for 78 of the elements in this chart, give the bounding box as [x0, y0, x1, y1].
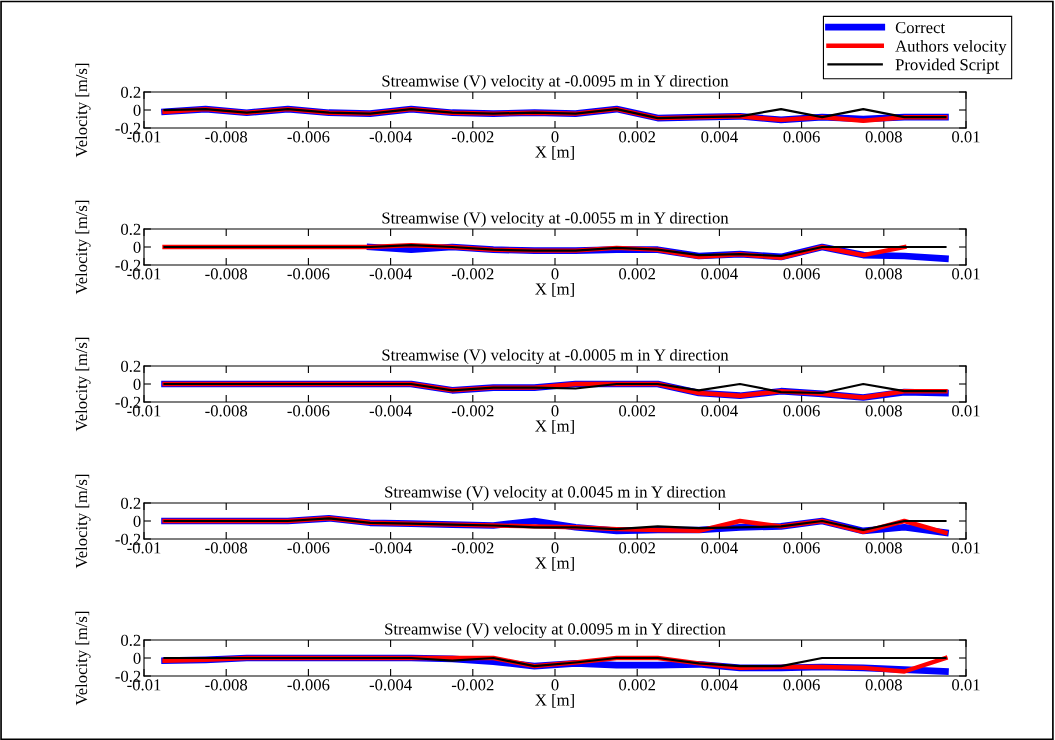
x-axis-title: X [m]: [535, 556, 574, 571]
x-tick-label: 0.01: [952, 131, 980, 143]
x-tick-label: 0.004: [701, 679, 738, 691]
x-tick-label: 0: [551, 268, 559, 280]
chart-title: Streamwise (V) velocity at -0.0095 m in Y direction: [382, 74, 729, 91]
y-tick-label: 0: [133, 652, 141, 664]
x-tick-label: 0: [551, 542, 559, 554]
x-tick-label: -0.004: [369, 131, 412, 143]
x-tick-label: 0: [551, 405, 559, 417]
x-tick-label: 0.008: [865, 679, 902, 691]
x-tick-label: 0.004: [701, 268, 738, 280]
y-axis-title: Velocity [m/s]: [75, 474, 91, 569]
x-tick-label: 0.002: [619, 268, 656, 280]
x-tick-label: 0.006: [783, 679, 820, 691]
x-tick-label: 0.008: [865, 542, 902, 554]
x-tick-label: -0.008: [205, 405, 248, 417]
x-axis-title: X [m]: [535, 282, 574, 297]
x-tick-label: -0.002: [451, 131, 494, 143]
x-tick-label: 0.01: [952, 405, 980, 417]
x-tick-label: 0.008: [865, 131, 902, 143]
y-tick-label: 0.2: [121, 86, 141, 99]
x-tick-label: -0.008: [205, 542, 248, 554]
x-tick-label: -0.006: [287, 542, 330, 554]
x-axis-title: X [m]: [535, 419, 574, 434]
x-axis-title: X [m]: [535, 693, 574, 708]
x-tick-label: -0.004: [369, 679, 412, 691]
x-tick-label: -0.008: [205, 268, 248, 280]
x-tick-label: 0.01: [952, 268, 980, 280]
x-tick-label: -0.008: [205, 679, 248, 691]
x-tick-label: 0.006: [783, 131, 820, 143]
x-tick-label: -0.004: [369, 542, 412, 554]
chart-title: Streamwise (V) velocity at -0.0055 m in Y direction: [382, 211, 729, 228]
y-tick-label: 0: [133, 104, 141, 116]
y-axis-title: Velocity [m/s]: [75, 337, 91, 432]
x-tick-label: -0.006: [287, 131, 330, 143]
x-tick-label: 0.006: [783, 405, 820, 417]
x-tick-label: 0: [551, 131, 559, 143]
x-tick-label: 0.002: [619, 542, 656, 554]
x-tick-label: 0.006: [783, 268, 820, 280]
x-tick-label: -0.006: [287, 405, 330, 417]
x-tick-label: -0.008: [205, 131, 248, 143]
x-tick-label: 0: [551, 679, 559, 691]
x-tick-label: 0.004: [701, 542, 738, 554]
x-tick-label: -0.002: [451, 679, 494, 691]
x-tick-label: -0.002: [451, 268, 494, 280]
x-tick-label: 0.006: [783, 542, 820, 554]
chart-title: Streamwise (V) velocity at -0.0005 m in Y direction: [382, 348, 729, 365]
x-tick-label: 0.01: [952, 679, 980, 691]
x-tick-label: 0.002: [619, 679, 656, 691]
y-tick-label: 0.2: [121, 497, 141, 510]
x-tick-label: -0.002: [451, 405, 494, 417]
y-tick-label: 0.2: [121, 634, 141, 647]
x-tick-label: 0.01: [952, 542, 980, 554]
x-tick-label: 0.002: [619, 405, 656, 417]
x-tick-label: 0.008: [865, 268, 902, 280]
x-tick-label: -0.006: [287, 268, 330, 280]
y-axis-title: Velocity [m/s]: [75, 200, 91, 295]
x-tick-label: -0.002: [451, 542, 494, 554]
x-tick-label: 0.002: [619, 131, 656, 143]
chart-title: Streamwise (V) velocity at 0.0045 m in Y direction: [385, 485, 726, 502]
y-tick-label: 0: [133, 241, 141, 253]
y-tick-label: 0: [133, 515, 141, 527]
y-axis-title: Velocity [m/s]: [75, 63, 91, 158]
x-tick-label: 0.008: [865, 405, 902, 417]
x-tick-label: -0.004: [369, 268, 412, 280]
chart-title: Streamwise (V) velocity at 0.0095 m in Y direction: [385, 622, 726, 639]
x-tick-label: -0.006: [287, 679, 330, 691]
y-tick-label: 0.2: [121, 360, 141, 373]
legend-label: Provided Script: [895, 58, 1000, 74]
x-tick-label: 0.004: [701, 405, 738, 417]
x-tick-label: 0.004: [701, 131, 738, 143]
legend-label: Correct: [895, 21, 945, 34]
y-tick-label: 0.2: [121, 223, 141, 236]
x-axis-title: X [m]: [535, 145, 574, 160]
y-tick-label: 0: [133, 378, 141, 390]
legend-label: Authors velocity: [895, 39, 1007, 56]
y-axis-title: Velocity [m/s]: [75, 611, 91, 706]
x-tick-label: -0.004: [369, 405, 412, 417]
